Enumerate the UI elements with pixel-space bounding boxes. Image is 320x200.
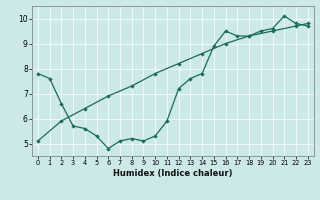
X-axis label: Humidex (Indice chaleur): Humidex (Indice chaleur) [113, 169, 233, 178]
